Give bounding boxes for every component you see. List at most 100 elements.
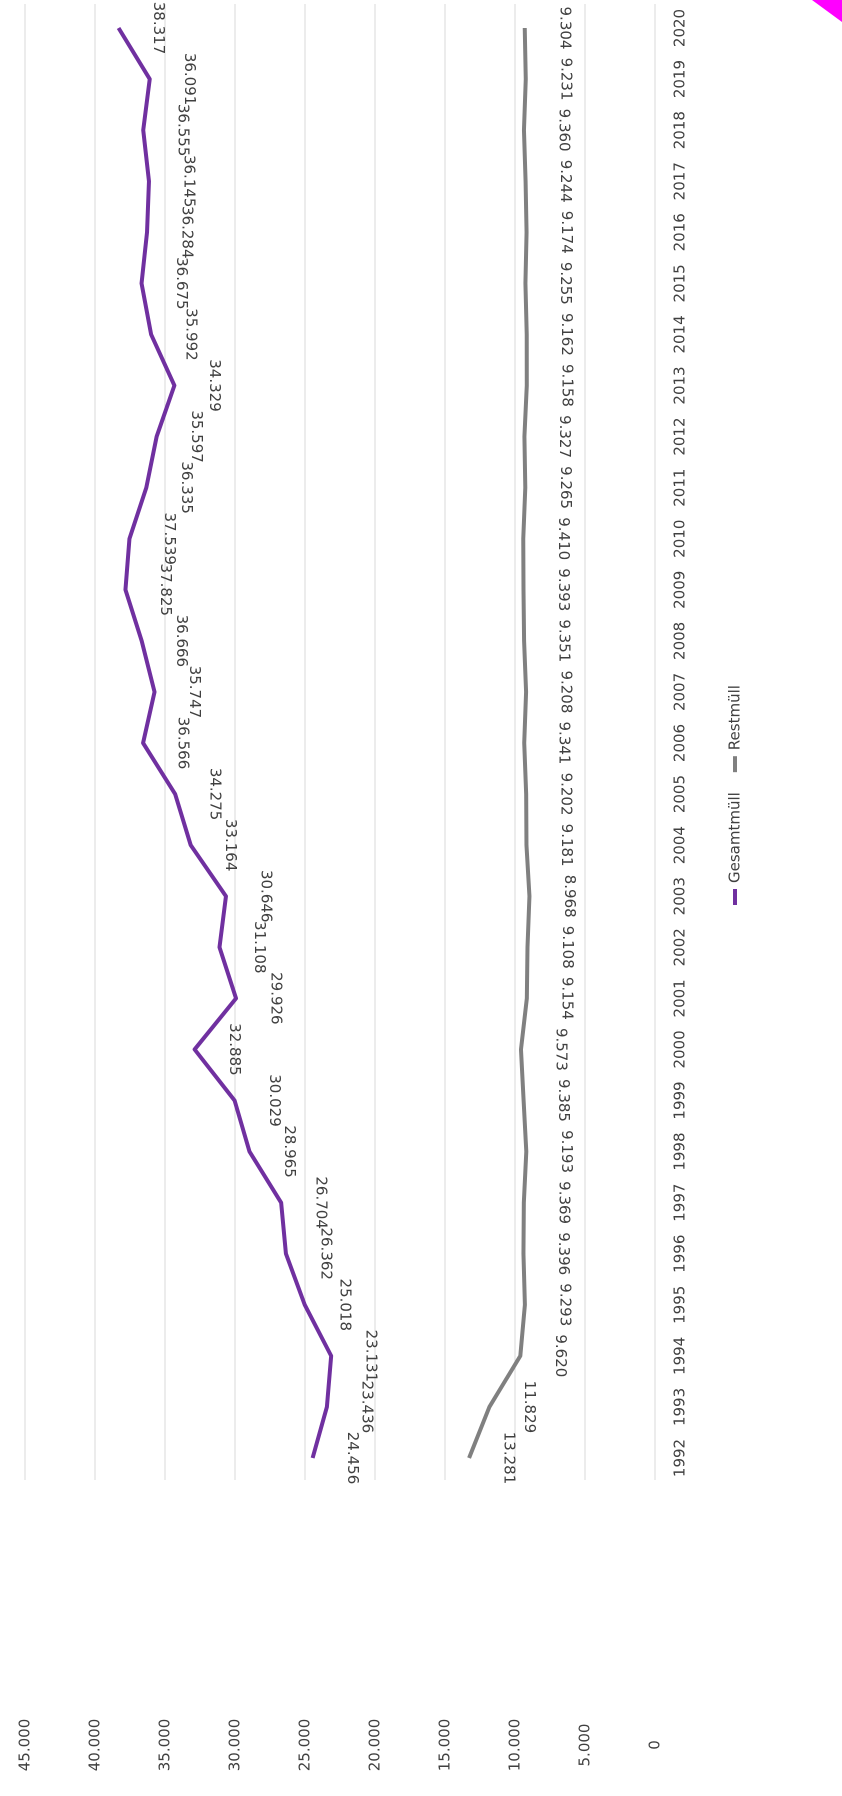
x-tick-label: 2004 (671, 826, 689, 864)
data-label: 32.885 (226, 1023, 244, 1076)
data-label: 9.162 (558, 313, 576, 356)
data-label: 35.992 (183, 308, 201, 361)
x-tick-label: 2018 (671, 111, 689, 149)
data-label: 9.158 (558, 364, 576, 407)
x-tick-label: 2009 (671, 571, 689, 609)
data-label: 9.244 (557, 160, 575, 203)
data-label: 37.539 (161, 512, 179, 565)
data-label: 9.573 (552, 1028, 570, 1071)
data-label: 23.131 (363, 1330, 381, 1383)
data-label: 9.174 (558, 211, 576, 254)
data-label: 25.018 (336, 1279, 354, 1332)
data-label: 9.396 (555, 1232, 573, 1275)
data-label: 9.108 (559, 926, 577, 969)
data-label: 31.108 (251, 921, 269, 974)
x-tick-label: 2005 (671, 775, 689, 813)
data-label: 9.369 (555, 1181, 573, 1224)
data-label: 30.646 (257, 870, 275, 923)
x-tick-label: 2001 (671, 979, 689, 1017)
corner-decoration (812, 0, 842, 22)
data-label: 36.335 (178, 461, 196, 514)
x-tick-label: 2007 (671, 673, 689, 711)
data-label: 36.145 (180, 155, 198, 208)
data-label: 9.265 (557, 466, 575, 509)
data-label: 9.293 (556, 1283, 574, 1326)
y-tick-label: 40.000 (86, 1719, 104, 1772)
data-label: 9.360 (555, 109, 573, 152)
data-label: 37.825 (157, 564, 175, 617)
y-tick-label: 25.000 (296, 1719, 314, 1772)
y-tick-label: 15.000 (436, 1719, 454, 1772)
series-line (467, 27, 532, 1459)
data-label: 24.456 (344, 1432, 362, 1485)
data-label: 36.566 (175, 717, 193, 770)
x-tick-label: 2019 (671, 60, 689, 98)
data-label: 34.275 (207, 768, 225, 821)
x-tick-label: 1994 (671, 1337, 689, 1375)
data-label: 26.704 (313, 1176, 331, 1229)
data-label: 36.091 (181, 53, 199, 106)
data-label: 26.362 (317, 1227, 335, 1280)
data-label: 9.181 (558, 824, 576, 867)
x-tick-label: 2010 (671, 520, 689, 558)
y-tick-label: 30.000 (226, 1719, 244, 1772)
data-label: 11.829 (521, 1381, 539, 1434)
data-label: 36.555 (175, 104, 193, 157)
x-tick-label: 2006 (671, 724, 689, 762)
series-line (116, 26, 334, 1459)
x-tick-label: 1998 (671, 1132, 689, 1170)
data-label: 13.281 (501, 1432, 519, 1485)
data-label: 9.393 (555, 568, 573, 611)
data-label: 36.675 (173, 257, 191, 310)
legend-label: Restmüll (726, 685, 744, 750)
y-tick-label: 45.000 (16, 1719, 34, 1772)
y-tick-label: 20.000 (366, 1719, 384, 1772)
x-tick-label: 2002 (671, 928, 689, 966)
legend-label: Gesamtmüll (726, 792, 744, 883)
data-label: 9.327 (556, 415, 574, 458)
x-tick-label: 1996 (671, 1235, 689, 1273)
data-label: 9.410 (555, 517, 573, 560)
data-label: 9.255 (557, 262, 575, 305)
data-label: 9.351 (556, 619, 574, 662)
data-label: 8.968 (561, 875, 579, 918)
data-label: 9.620 (552, 1334, 570, 1377)
y-tick-label: 35.000 (156, 1719, 174, 1772)
x-tick-label: 2020 (671, 9, 689, 47)
data-label: 36.284 (179, 206, 197, 259)
data-label: 9.154 (558, 977, 576, 1020)
data-label: 35.747 (186, 666, 204, 719)
data-label: 9.208 (558, 670, 576, 713)
data-label: 35.597 (188, 410, 206, 463)
x-tick-label: 1993 (671, 1388, 689, 1426)
data-label: 9.304 (556, 7, 574, 50)
y-tick-label: 10.000 (506, 1719, 524, 1772)
x-tick-label: 2012 (671, 417, 689, 455)
x-tick-label: 1999 (671, 1081, 689, 1119)
x-tick-label: 2017 (671, 162, 689, 200)
rotated-chart: 0 5.000 10.000 15.000 20.000 25.000 30.000 35.0… (16, 2, 744, 1772)
x-tick-label: 1995 (671, 1286, 689, 1324)
x-tick-label: 2013 (671, 366, 689, 404)
data-label: 9.202 (558, 773, 576, 816)
data-label: 33.164 (222, 819, 240, 872)
x-tick-label: 2011 (671, 469, 689, 507)
data-label: 9.231 (557, 58, 575, 101)
x-tick-label: 2016 (671, 213, 689, 251)
data-label: 29.926 (268, 972, 286, 1025)
data-label: 9.385 (555, 1079, 573, 1122)
data-label: 28.965 (281, 1125, 299, 1178)
x-tick-label: 1992 (671, 1439, 689, 1477)
data-label: 9.341 (556, 722, 574, 765)
data-label: 38.317 (150, 2, 168, 55)
data-label: 23.436 (358, 1381, 376, 1434)
x-tick-label: 1997 (671, 1184, 689, 1222)
x-tick-label: 2015 (671, 264, 689, 302)
data-label: 30.029 (266, 1074, 284, 1127)
x-tick-label: 2003 (671, 877, 689, 915)
data-label: 9.193 (558, 1130, 576, 1173)
data-label: 36.666 (173, 615, 191, 668)
x-tick-label: 2000 (671, 1030, 689, 1068)
x-tick-label: 2008 (671, 622, 689, 660)
y-tick-label: 5.000 (576, 1724, 594, 1767)
